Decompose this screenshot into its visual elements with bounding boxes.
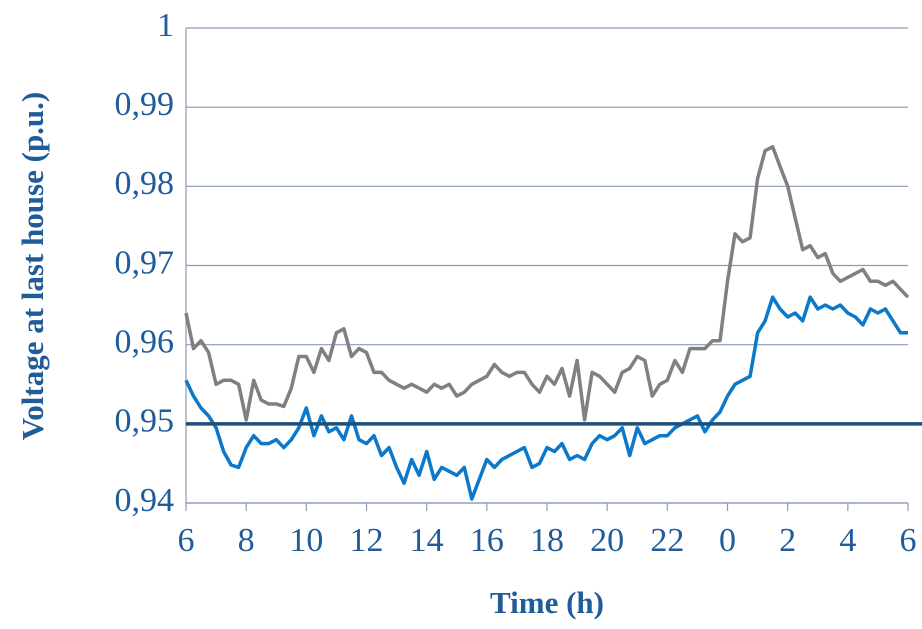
x-tick-label: 22	[650, 522, 684, 559]
x-tick-label: 14	[410, 522, 444, 559]
y-tick-label: 0,98	[115, 165, 175, 202]
x-tick-label: 6	[178, 522, 195, 559]
x-tick-label: 4	[839, 522, 856, 559]
y-tick-label: 0,95	[115, 403, 175, 440]
x-axis-title: Time (h)	[490, 585, 604, 620]
x-tick-label: 8	[238, 522, 255, 559]
x-tick-label: 10	[289, 522, 323, 559]
x-tick-label: 6	[900, 522, 917, 559]
series-line	[184, 145, 910, 422]
x-tick-label: 18	[530, 522, 564, 559]
y-tick-label: 0,99	[115, 86, 175, 123]
x-tick-label: 2	[779, 522, 796, 559]
x-tick-label: 16	[470, 522, 504, 559]
y-tick-label: 0,97	[115, 244, 175, 281]
y-axis-title: Voltage at last house (p.u.)	[15, 92, 50, 441]
x-tick-label: 12	[350, 522, 384, 559]
series-line	[184, 295, 908, 501]
x-tick-label: 20	[590, 522, 624, 559]
y-tick-label: 0,96	[115, 323, 175, 360]
y-tick-label: 0,94	[115, 482, 175, 519]
x-tick-label: 0	[719, 522, 736, 559]
y-tick-label: 1	[157, 7, 174, 44]
